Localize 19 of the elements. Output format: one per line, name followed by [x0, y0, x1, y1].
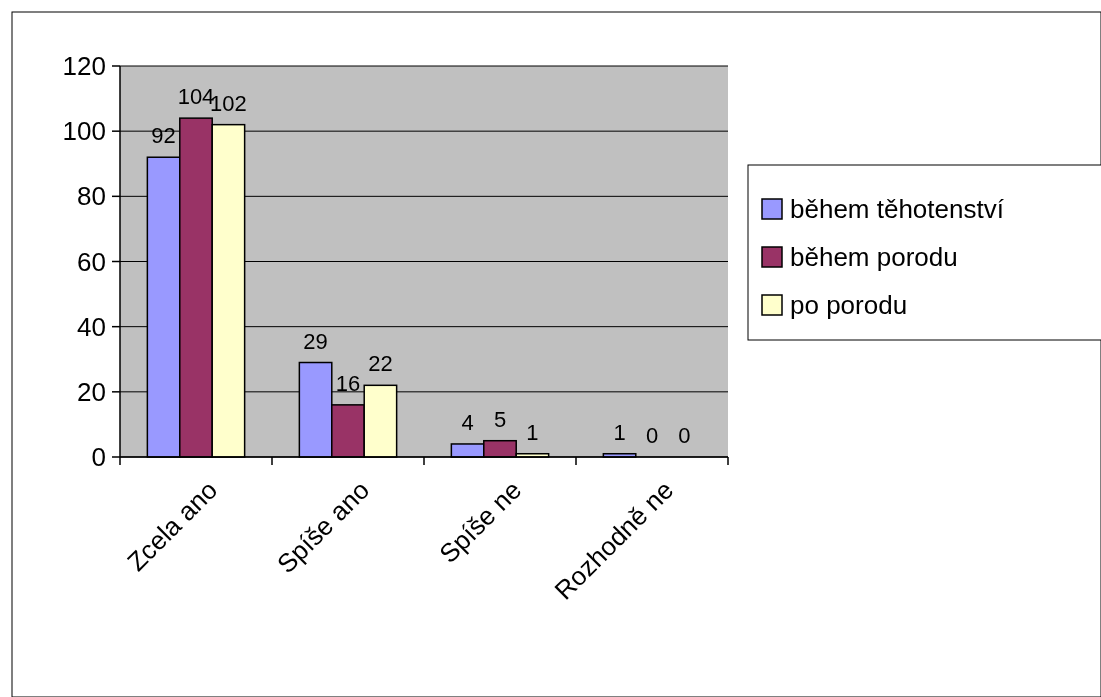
- data-label: 0: [678, 423, 691, 448]
- data-label: 29: [303, 328, 328, 354]
- legend-label: během těhotenství: [790, 194, 1005, 225]
- legend-label: během porodu: [790, 242, 958, 273]
- data-label: 0: [645, 423, 659, 448]
- y-tick-label: 40: [77, 311, 106, 342]
- legend-label: po porodu: [790, 290, 908, 321]
- data-label: 16: [335, 370, 361, 396]
- y-tick-label: 20: [77, 376, 106, 407]
- data-label: 1: [526, 419, 539, 445]
- y-tick-label: 0: [91, 442, 106, 473]
- y-tick-label: 80: [77, 181, 106, 212]
- y-tick-label: 100: [62, 116, 106, 147]
- y-tick-label: 60: [77, 246, 106, 277]
- data-label: 4: [461, 409, 474, 435]
- data-label: 5: [493, 406, 507, 432]
- data-label: 1: [613, 419, 626, 445]
- data-label: 22: [368, 351, 393, 377]
- y-tick-label: 120: [62, 51, 106, 82]
